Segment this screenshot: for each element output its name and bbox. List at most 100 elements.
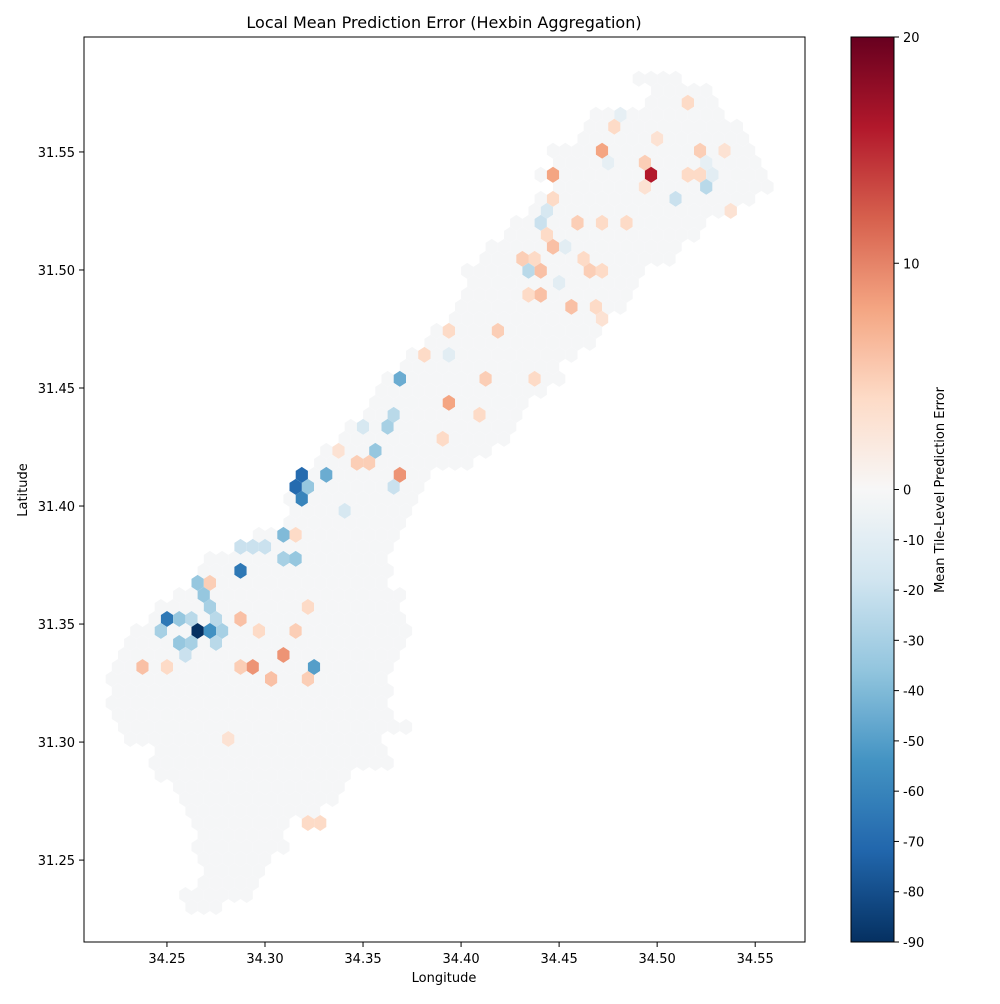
hex-cell — [203, 623, 216, 639]
hex-cell — [326, 502, 339, 519]
hex-cell — [626, 106, 639, 123]
hex-cell — [320, 707, 333, 723]
hex-cell — [271, 755, 284, 771]
hex-cell — [320, 562, 333, 579]
hex-cell — [663, 178, 676, 195]
hex-cell — [283, 562, 296, 579]
hex-cell — [436, 406, 449, 423]
hex-cell — [118, 671, 131, 687]
hex-cell — [485, 286, 498, 303]
hex-cell — [265, 550, 278, 567]
hex-cell — [651, 154, 664, 171]
hex-cell — [216, 815, 229, 831]
hex-cell — [602, 274, 615, 291]
hex-cell — [369, 659, 382, 675]
hex-cell — [111, 707, 125, 723]
hex-cell — [283, 683, 296, 699]
hex-cell — [375, 647, 388, 663]
hex-cell — [473, 430, 486, 447]
hex-cell — [620, 190, 633, 207]
hex-cell — [277, 839, 290, 855]
hex-cell — [136, 635, 149, 651]
hex-cell — [743, 190, 756, 207]
hex-cell — [326, 767, 339, 783]
hex-cell — [167, 719, 180, 735]
hex-cell — [124, 707, 137, 723]
hex-cell — [620, 286, 633, 303]
hex-cell — [179, 695, 192, 711]
hex-cell — [595, 190, 609, 207]
hex-cell — [209, 827, 223, 843]
hex-cell — [203, 863, 216, 879]
hex-cell — [283, 731, 296, 747]
hex-cell — [350, 647, 364, 663]
hex-cell — [375, 454, 388, 471]
hex-cell — [301, 574, 315, 591]
hex-cell — [418, 394, 431, 411]
hex-cell — [461, 430, 474, 447]
hex-cell — [694, 214, 707, 231]
hex-cell — [436, 334, 449, 351]
hex-cell — [504, 370, 517, 387]
hex-cell — [504, 298, 517, 315]
hex-cell — [240, 839, 253, 855]
hex-cell — [265, 574, 278, 591]
hex-cell — [160, 755, 174, 771]
hex-cell — [332, 779, 345, 795]
hex-cell — [289, 550, 302, 567]
hex-cell — [687, 226, 701, 243]
hex-cell — [130, 695, 143, 711]
hex-cell — [406, 346, 419, 363]
hex-cell — [344, 731, 357, 747]
hex-cell — [583, 142, 596, 159]
hex-cell — [203, 887, 216, 903]
hex-cell — [577, 226, 590, 243]
hex-cell — [320, 683, 333, 699]
hex-cell — [700, 106, 713, 123]
hex-cell — [608, 214, 621, 231]
hex-cell — [216, 695, 229, 711]
colorbar-tick-label: 0 — [903, 484, 911, 499]
hex-cell — [687, 154, 701, 171]
hex-cell — [234, 731, 247, 747]
hex-cell — [638, 202, 652, 219]
hex-cell — [344, 490, 357, 507]
hex-cell — [252, 695, 265, 711]
hex-cell — [608, 166, 621, 183]
hex-cell — [265, 599, 278, 615]
hex-cell — [363, 430, 376, 447]
hex-cell — [154, 743, 167, 759]
hex-cell — [510, 406, 523, 423]
hex-cell — [381, 490, 394, 507]
hex-cell — [179, 599, 192, 615]
hex-cell — [571, 238, 584, 255]
hex-cell — [479, 418, 492, 435]
hex-cell — [332, 659, 345, 675]
hex-cell — [497, 286, 511, 303]
hex-cell — [614, 298, 627, 315]
hex-cell — [265, 815, 278, 831]
hex-cell — [675, 106, 688, 123]
hex-cell — [540, 346, 553, 363]
hex-cell — [381, 394, 394, 411]
hex-cell — [234, 562, 247, 579]
hex-cell — [412, 478, 425, 495]
hex-cell — [608, 238, 621, 255]
y-axis-label: Latitude — [16, 463, 31, 517]
hex-cell — [712, 130, 725, 147]
hex-cell — [681, 94, 694, 111]
hex-cell — [338, 478, 351, 495]
hex-cell — [246, 875, 259, 891]
hex-cell — [265, 671, 278, 687]
hex-cell — [277, 623, 290, 639]
hex-cell — [651, 106, 664, 123]
hex-cell — [118, 695, 131, 711]
colorbar-tick-label: -60 — [903, 785, 924, 800]
hex-cell — [301, 550, 315, 567]
hex-cell — [197, 683, 210, 699]
hex-cell — [387, 406, 400, 423]
hex-cell — [553, 250, 566, 267]
hex-cell — [651, 250, 664, 267]
hex-cell — [301, 815, 315, 831]
hex-cell — [350, 430, 364, 447]
